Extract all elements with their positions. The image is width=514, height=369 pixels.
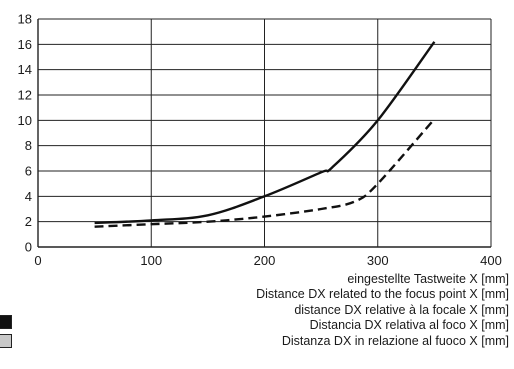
- y-tick-label: 0: [25, 240, 32, 255]
- y-tick-label: 10: [18, 113, 32, 128]
- y-tick-label: 16: [18, 37, 32, 52]
- x-axis-label-it: Distanza DX in relazione al fuoco X [mm]: [281, 333, 509, 348]
- y-tick-label: 2: [25, 214, 32, 229]
- series-line-solid: [94, 41, 436, 225]
- legend-swatch-solid: [0, 315, 12, 329]
- x-axis-label-en: Distance DX related to the focus point X…: [256, 287, 509, 302]
- y-tick-label: 8: [25, 138, 32, 153]
- x-axis-label-de: eingestellte Tastweite X [mm]: [347, 272, 509, 286]
- y-tick-label: 6: [25, 164, 32, 179]
- x-tick-label: 200: [254, 253, 276, 268]
- x-tick-label: 0: [34, 253, 41, 268]
- grid-lines: [37, 18, 492, 248]
- y-tick-label: 18: [18, 12, 32, 27]
- series-line-dashed: [94, 118, 436, 228]
- legend-swatch-dashed: [0, 334, 12, 348]
- x-axis-label-fr: distance DX relative à la focale X [mm]: [294, 302, 509, 317]
- x-tick-label: 400: [480, 253, 502, 268]
- x-tick-label: 300: [367, 253, 389, 268]
- x-tick-labels: 0 100 200 300 400: [34, 253, 501, 268]
- x-tick-label: 100: [140, 253, 162, 268]
- series-lines: [94, 41, 436, 228]
- y-tick-label: 12: [18, 88, 32, 103]
- y-tick-label: 14: [18, 62, 32, 77]
- x-axis-label-block: eingestellte Tastweite X [mm] Distance D…: [256, 272, 509, 349]
- y-tick-label: 4: [25, 189, 32, 204]
- x-axis-label-es: Distancia DX relativa al foco X [mm]: [309, 318, 509, 333]
- y-tick-labels: 0 2 4 6 8 10 12 14 16 18: [18, 12, 32, 255]
